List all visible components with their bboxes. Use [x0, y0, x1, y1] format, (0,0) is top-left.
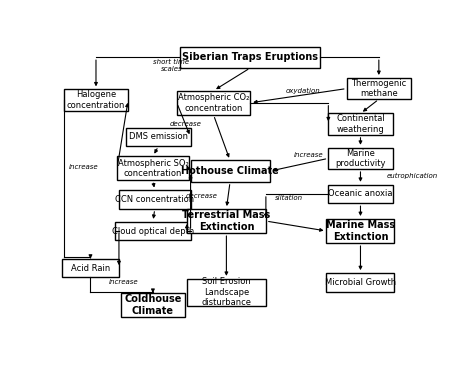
- Text: Terrestrial Mass
Extinction: Terrestrial Mass Extinction: [182, 210, 271, 232]
- Text: increase: increase: [294, 152, 324, 158]
- Text: increase: increase: [109, 279, 138, 285]
- Text: CCN concentration: CCN concentration: [115, 195, 194, 204]
- Bar: [328, 185, 392, 203]
- Text: decrease: decrease: [186, 193, 218, 199]
- Bar: [327, 273, 394, 292]
- Text: siltation: siltation: [275, 195, 303, 201]
- Text: Hothouse Climate: Hothouse Climate: [181, 166, 279, 176]
- Bar: [119, 191, 191, 209]
- Text: Coldhouse
Climate: Coldhouse Climate: [124, 294, 182, 316]
- Bar: [177, 91, 250, 115]
- Bar: [62, 259, 119, 277]
- Bar: [187, 209, 266, 233]
- Bar: [191, 161, 270, 182]
- Text: Oceanic anoxia: Oceanic anoxia: [328, 189, 393, 198]
- Text: Halogene
concentration: Halogene concentration: [67, 90, 125, 110]
- Text: Marine
productivity: Marine productivity: [335, 149, 386, 168]
- Text: oxydation: oxydation: [286, 87, 321, 94]
- Text: Continental
weathering: Continental weathering: [336, 114, 385, 134]
- Text: Acid Rain: Acid Rain: [71, 263, 110, 273]
- Text: Thermogenic
methane: Thermogenic methane: [351, 79, 407, 98]
- Bar: [117, 156, 189, 181]
- Text: increase: increase: [68, 165, 98, 171]
- Bar: [64, 89, 128, 111]
- Bar: [327, 219, 394, 243]
- Bar: [121, 293, 185, 317]
- Bar: [328, 114, 392, 135]
- Bar: [328, 148, 392, 169]
- Text: DMS emission: DMS emission: [129, 132, 188, 141]
- Bar: [115, 222, 191, 240]
- Text: Atmospheric CO₂
concentration: Atmospheric CO₂ concentration: [178, 93, 249, 112]
- Text: Soil Erosion
Landscape
disturbance: Soil Erosion Landscape disturbance: [201, 278, 251, 307]
- Text: eutrophication: eutrophication: [386, 172, 438, 178]
- Text: decrease: decrease: [170, 121, 202, 127]
- Text: Microbial Growth: Microbial Growth: [325, 278, 396, 287]
- Bar: [181, 47, 320, 68]
- Text: Siberian Traps Eruptions: Siberian Traps Eruptions: [182, 52, 318, 62]
- Text: short time
scales: short time scales: [153, 59, 189, 72]
- Bar: [346, 78, 411, 99]
- Text: Atmospheric SO₂
concentration: Atmospheric SO₂ concentration: [118, 159, 188, 178]
- Text: Cloud optical depth: Cloud optical depth: [112, 226, 194, 236]
- Text: Marine Mass
Extinction: Marine Mass Extinction: [326, 220, 395, 242]
- Bar: [187, 279, 266, 306]
- Bar: [126, 128, 191, 146]
